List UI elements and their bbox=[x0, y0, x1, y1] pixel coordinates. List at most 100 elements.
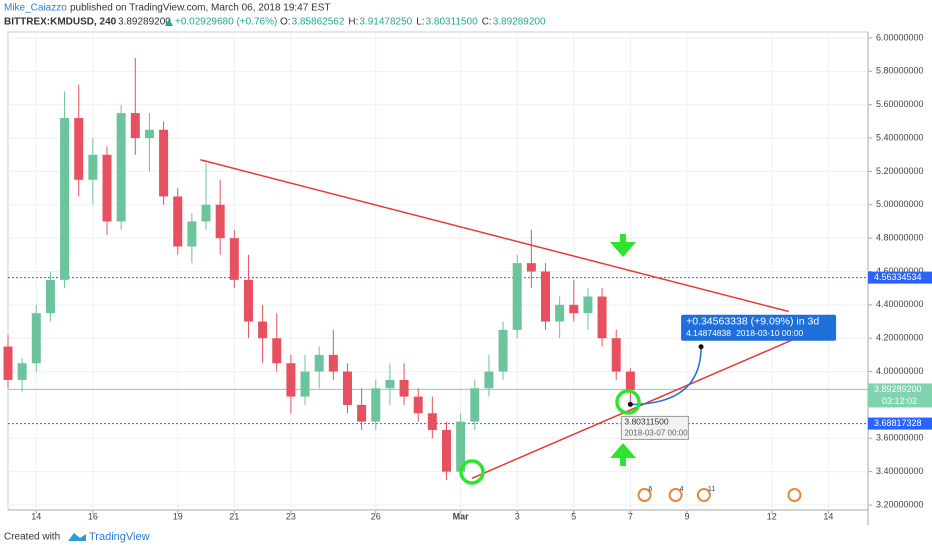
candle-body bbox=[88, 155, 97, 180]
candle-body bbox=[414, 397, 423, 414]
y-tick-label: 5.40000000 bbox=[876, 132, 924, 142]
projection-end bbox=[699, 344, 704, 349]
candle-body bbox=[202, 205, 211, 222]
candle-body bbox=[18, 363, 27, 380]
candle-body bbox=[244, 280, 253, 322]
candle-body bbox=[60, 118, 69, 280]
candle-body bbox=[583, 297, 592, 314]
ohlc-label: O: bbox=[280, 17, 291, 28]
candle-body bbox=[32, 313, 41, 363]
x-tick-label: 5 bbox=[571, 511, 576, 521]
symbol: BITTREX:KMDUSD, 240 bbox=[4, 17, 117, 28]
y-tick-label: 6.00000000 bbox=[876, 32, 924, 42]
candle-body bbox=[216, 205, 225, 238]
candle-body bbox=[442, 430, 451, 472]
candle-body bbox=[46, 280, 55, 313]
published: published on TradingView.com, March 06, … bbox=[70, 3, 331, 14]
author[interactable]: Mike_Caiazzo bbox=[4, 3, 67, 14]
candle-body bbox=[555, 305, 564, 322]
candle-body bbox=[74, 118, 83, 180]
event-label: 4 bbox=[680, 486, 684, 493]
ohlc-label: H: bbox=[348, 17, 358, 28]
y-tick-label: 4.40000000 bbox=[876, 299, 924, 309]
y-tick-label: 4.80000000 bbox=[876, 233, 924, 243]
price-timer: 03:12:02 bbox=[882, 396, 917, 406]
candle-body bbox=[258, 322, 267, 339]
ohlc-label: C: bbox=[482, 17, 492, 28]
x-tick-label: 14 bbox=[823, 511, 833, 521]
y-tick-label: 3.60000000 bbox=[876, 433, 924, 443]
candle-body bbox=[470, 388, 479, 421]
candle-body bbox=[385, 380, 394, 388]
candle-body bbox=[159, 130, 168, 197]
change: +0.02929680 (+0.76%) bbox=[175, 17, 277, 28]
candle-body bbox=[272, 338, 281, 363]
candle-body bbox=[315, 355, 324, 372]
y-tick-label: 3.40000000 bbox=[876, 466, 924, 476]
candle-body bbox=[484, 372, 493, 389]
projection-date: 2018-03-10 00:00 bbox=[736, 328, 803, 338]
candle-body bbox=[301, 372, 310, 397]
ohlc-value: 3.80311500 bbox=[426, 17, 479, 28]
candle-body bbox=[230, 238, 239, 280]
price-label: 3.89289200 bbox=[874, 384, 922, 394]
y-tick-label: 5.00000000 bbox=[876, 199, 924, 209]
x-tick-label: 26 bbox=[371, 511, 381, 521]
last-price: 3.89289200 bbox=[118, 17, 171, 28]
x-tick-label: 21 bbox=[229, 511, 239, 521]
ohlc-label: L: bbox=[416, 17, 424, 28]
candle-body bbox=[612, 338, 621, 371]
y-tick-label: 4.00000000 bbox=[876, 366, 924, 376]
projection-label: +0.34563338 (+9.09%) in 3d bbox=[686, 316, 819, 328]
x-tick-label: 23 bbox=[286, 511, 296, 521]
candle-body bbox=[4, 347, 13, 380]
event-icon bbox=[788, 489, 800, 501]
ohlc-value: 3.85862562 bbox=[292, 17, 345, 28]
y-tick-label: 5.20000000 bbox=[876, 166, 924, 176]
footer-brand[interactable]: TradingView bbox=[89, 531, 150, 543]
candle-body bbox=[400, 380, 409, 397]
x-tick-label: 16 bbox=[88, 511, 98, 521]
candle-body bbox=[173, 196, 182, 246]
candle-body bbox=[131, 113, 140, 138]
candle-body bbox=[626, 372, 635, 390]
x-tick-label: 9 bbox=[684, 511, 689, 521]
y-tick-label: 4.20000000 bbox=[876, 333, 924, 343]
x-tick-label: 14 bbox=[31, 511, 41, 521]
x-tick-label: Mar bbox=[453, 511, 470, 521]
event-label: 11 bbox=[708, 486, 715, 493]
candle-body bbox=[343, 372, 352, 405]
candle-body bbox=[103, 155, 112, 222]
y-tick-label: 3.20000000 bbox=[876, 499, 924, 509]
candle-body bbox=[357, 405, 366, 422]
footer-created: Created with bbox=[4, 532, 60, 543]
candle-body bbox=[428, 413, 437, 430]
level-label: 3.68817328 bbox=[874, 418, 922, 428]
candle-body bbox=[541, 272, 550, 322]
origin-date: 2018-03-07 00:00 bbox=[624, 429, 688, 438]
candle-body bbox=[499, 330, 508, 372]
projection-start bbox=[628, 402, 633, 407]
candle-body bbox=[117, 113, 126, 221]
level-label: 4.56334534 bbox=[874, 272, 922, 282]
candle-body bbox=[569, 305, 578, 313]
y-tick-label: 5.80000000 bbox=[876, 66, 924, 76]
candle-body bbox=[286, 363, 295, 396]
candle-body bbox=[513, 263, 522, 330]
candle-body bbox=[598, 297, 607, 339]
candle-body bbox=[329, 355, 338, 372]
x-tick-label: 12 bbox=[767, 511, 777, 521]
candle-body bbox=[527, 263, 536, 271]
x-tick-label: 3 bbox=[515, 511, 520, 521]
candle-body bbox=[187, 221, 196, 246]
ohlc-value: 3.91478250 bbox=[359, 17, 412, 28]
candle-body bbox=[145, 130, 154, 138]
event-label: 6 bbox=[649, 486, 653, 493]
ohlc-value: 3.89289200 bbox=[493, 17, 546, 28]
x-tick-label: 19 bbox=[173, 511, 183, 521]
x-tick-label: 7 bbox=[628, 511, 633, 521]
y-tick-label: 5.60000000 bbox=[876, 99, 924, 109]
origin-price: 3.80311500 bbox=[624, 417, 669, 427]
